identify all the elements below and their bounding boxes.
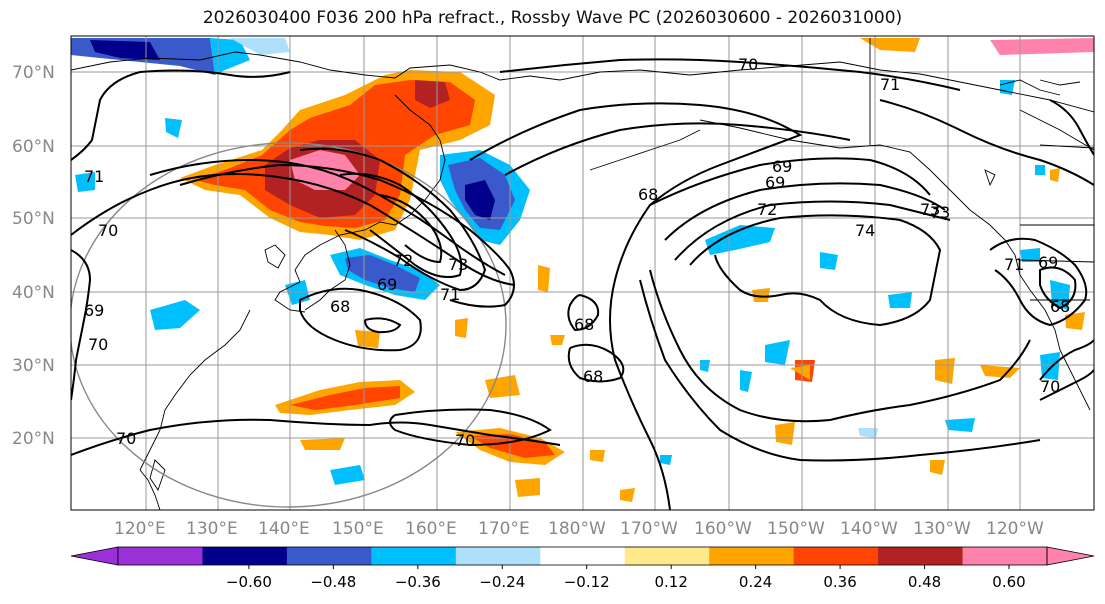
lon-label: 170°W — [620, 519, 678, 539]
lon-label: 130°W — [913, 519, 971, 539]
contour-label: 68 — [574, 315, 594, 334]
colorbar-segment — [962, 547, 1048, 565]
contour-label: 70 — [88, 335, 108, 354]
colorbar-segment — [793, 547, 879, 565]
colorbar-segment — [202, 547, 288, 565]
contour-label: 74 — [855, 221, 875, 240]
colorbar-segment — [540, 547, 626, 565]
colorbar-segment — [878, 547, 964, 565]
lon-label: 120°E — [114, 519, 166, 539]
contour-label: 72 — [757, 200, 777, 219]
contour-label: 70 — [455, 431, 475, 450]
contour-label: 68 — [638, 185, 658, 204]
colorbar-segment — [371, 547, 457, 565]
colorbar-tick-label: 0.60 — [992, 573, 1025, 591]
lon-label: 130°E — [186, 519, 238, 539]
lon-label: 160°E — [405, 519, 457, 539]
colorbar-tick-label: −0.24 — [479, 573, 525, 591]
contour-label: 70 — [738, 55, 758, 74]
colorbar-extend-low — [70, 546, 119, 566]
lon-label: 170°E — [478, 519, 530, 539]
colorbar-tick-label: −0.48 — [310, 573, 356, 591]
latitude-labels: 70°N 60°N 50°N 40°N 30°N 20°N — [12, 63, 55, 449]
contour-label: 70 — [116, 429, 136, 448]
colorbar-segment — [709, 547, 795, 565]
colorbar-segment — [624, 547, 710, 565]
contour-labels: 70 71 72 68 69 74 73 71 69 68 73 68 69 7… — [84, 55, 1070, 450]
colorbar-tick-label: 0.24 — [739, 573, 772, 591]
graticule — [71, 36, 1094, 510]
lat-label: 70°N — [12, 63, 55, 83]
contour-label: 71 — [440, 285, 460, 304]
lon-label: 160°W — [694, 519, 752, 539]
lon-label: 140°E — [258, 519, 310, 539]
longitude-labels: 120°E 130°E 140°E 150°E 160°E 170°E 180°… — [114, 519, 1044, 539]
lon-label: 120°W — [986, 519, 1044, 539]
colorbar: −0.60 −0.48 −0.36 −0.24 −0.12 0.12 0.24 0.36 0.4… — [70, 546, 1095, 591]
lat-label: 30°N — [12, 356, 55, 376]
contour-label: 71 — [1004, 255, 1024, 274]
contour-label: 68 — [1050, 297, 1070, 316]
contour-label: 71 — [84, 167, 104, 186]
anomaly-shading — [71, 38, 1094, 502]
colorbar-segment — [455, 547, 541, 565]
contour-label: 72 — [393, 251, 413, 270]
contour-label: 69 — [1038, 253, 1058, 272]
lat-label: 50°N — [12, 209, 55, 229]
coastlines — [71, 38, 1094, 510]
colorbar-tick-label: −0.60 — [226, 573, 272, 591]
contour-label: 73 — [920, 200, 940, 219]
contour-label: 71 — [880, 75, 900, 94]
contour-label: 70 — [98, 221, 118, 240]
contour-label: 69 — [765, 173, 785, 192]
contour-label: 73 — [448, 255, 468, 274]
contour-label: 69 — [772, 157, 792, 176]
lon-label: 150°E — [332, 519, 384, 539]
contour-label: 73 — [930, 203, 950, 222]
contour-lines — [71, 58, 1094, 510]
lat-label: 40°N — [12, 283, 55, 303]
lat-label: 20°N — [12, 429, 55, 449]
contour-label: 68 — [583, 367, 603, 386]
contour-label: 69 — [377, 275, 397, 294]
lon-label: 150°W — [767, 519, 825, 539]
contour-label: 68 — [330, 297, 350, 316]
map-frame — [70, 35, 1095, 511]
colorbar-tick-label: −0.12 — [564, 573, 610, 591]
colorbar-segment — [286, 547, 372, 565]
colorbar-tick-label: 0.12 — [654, 573, 687, 591]
figure-title: 2026030400 F036 200 hPa refract., Rossby… — [202, 8, 903, 28]
influence-circle — [71, 142, 507, 508]
colorbar-extend-high — [1046, 546, 1095, 566]
colorbar-segment — [118, 547, 203, 565]
lat-label: 60°N — [12, 137, 55, 157]
colorbar-tick-label: 0.36 — [823, 573, 856, 591]
contour-label: 70 — [1040, 377, 1060, 396]
colorbar-tick-label: −0.36 — [395, 573, 441, 591]
contour-label: 69 — [84, 301, 104, 320]
colorbar-tick-label: 0.48 — [908, 573, 941, 591]
lon-label: 180°W — [548, 519, 606, 539]
lon-label: 140°W — [840, 519, 898, 539]
colorbar-border — [117, 546, 1048, 566]
